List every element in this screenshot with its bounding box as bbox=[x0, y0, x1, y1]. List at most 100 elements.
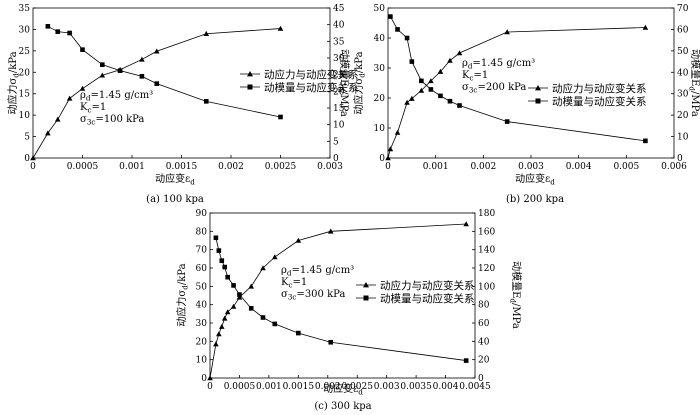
y-left-axis-label: 动应力σd/kPa bbox=[6, 51, 21, 114]
x-tick-label: 0.0005 bbox=[67, 162, 99, 172]
data-point-square bbox=[388, 14, 393, 19]
y-left-tick-label: 10 bbox=[19, 111, 31, 121]
y-left-tick-label: 90 bbox=[196, 209, 208, 219]
x-tick-label: 0.0005 bbox=[224, 382, 256, 392]
data-point-triangle bbox=[216, 331, 222, 337]
x-tick-label: 0.005 bbox=[613, 162, 639, 172]
data-point-square bbox=[404, 35, 410, 41]
data-point-square bbox=[272, 321, 278, 327]
data-point-square bbox=[457, 103, 462, 108]
legend-marker-triangle bbox=[363, 282, 369, 288]
y-left-tick-label: 70 bbox=[196, 246, 208, 256]
data-point-square bbox=[45, 24, 51, 29]
y-right-tick-label: 40 bbox=[677, 68, 689, 78]
annotation-line: Kc=1 bbox=[80, 102, 106, 115]
y-left-tick-label: 30 bbox=[196, 319, 208, 329]
y-right-tick-label: 100 bbox=[478, 282, 495, 292]
y-left-tick-label: 80 bbox=[196, 227, 208, 237]
y-right-tick-label: 15 bbox=[333, 104, 345, 114]
y-right-tick-label: 10 bbox=[333, 121, 345, 131]
y-right-tick-label: 20 bbox=[677, 111, 689, 121]
y-left-tick-label: 40 bbox=[374, 34, 386, 44]
y-left-tick-label: 30 bbox=[374, 64, 386, 74]
data-point-triangle bbox=[224, 309, 231, 315]
x-tick-label: 0.002 bbox=[218, 162, 244, 172]
y-right-tick-label: 50 bbox=[677, 47, 689, 57]
legend-label: 动模量与动应变关系 bbox=[380, 292, 475, 305]
y-left-tick-label: 0 bbox=[24, 154, 30, 164]
data-point-square bbox=[296, 330, 301, 336]
data-point-triangle bbox=[456, 50, 463, 56]
data-point-square bbox=[219, 258, 225, 263]
data-point-square bbox=[260, 315, 266, 320]
y-right-tick-label: 70 bbox=[677, 4, 689, 14]
legend-label: 动应力与动应变关系 bbox=[380, 279, 475, 292]
data-point-triangle bbox=[66, 95, 73, 101]
annotation-line: ρd=1.45 g/cm³ bbox=[80, 90, 153, 103]
y-right-tick-label: 180 bbox=[478, 209, 495, 219]
data-point-triangle bbox=[277, 25, 284, 31]
annotation-line: σ3c=100 kPa bbox=[80, 114, 144, 127]
data-point-triangle bbox=[385, 155, 391, 161]
data-point-square bbox=[222, 264, 228, 270]
y-right-tick-label: 120 bbox=[478, 264, 495, 274]
y-right-tick-label: 0 bbox=[333, 154, 339, 164]
legend-label: 动模量与动应变关系 bbox=[264, 81, 359, 94]
x-tick-label: 0 bbox=[385, 162, 391, 172]
data-point-triangle bbox=[79, 85, 86, 91]
data-point-square bbox=[248, 306, 254, 311]
data-point-triangle bbox=[404, 99, 410, 105]
chart-1: 0 0.0005 0.001 0.0015 0.002 0.0025 0.003051015… bbox=[6, 4, 359, 205]
legend-marker-square bbox=[535, 98, 541, 104]
legend-label: 动模量与动应变关系 bbox=[552, 95, 647, 108]
chart-3: 0 0.0005 0.001 0.0015 0.002 0.0025 0.003 0.0035… bbox=[175, 209, 522, 412]
series-line-2 bbox=[47, 25, 281, 118]
y-left-tick-label: 20 bbox=[196, 337, 208, 347]
data-point-triangle bbox=[295, 237, 302, 243]
y-right-axis-label: 动模量Ed/MPa bbox=[337, 49, 351, 117]
data-point-triangle bbox=[30, 155, 36, 161]
y-left-tick-label: 5 bbox=[24, 133, 30, 143]
y-left-axis-label: 动应力σd/kPa bbox=[175, 263, 190, 326]
data-point-triangle bbox=[221, 315, 228, 321]
data-point-square bbox=[328, 339, 334, 345]
x-tick-label: 0.006 bbox=[661, 162, 687, 172]
y-right-tick-label: 40 bbox=[478, 337, 490, 347]
data-point-triangle bbox=[409, 95, 415, 101]
y-left-tick-label: 30 bbox=[19, 25, 31, 35]
data-point-triangle bbox=[327, 228, 334, 234]
x-tick-label: 0.001 bbox=[119, 162, 145, 172]
y-right-tick-label: 30 bbox=[333, 54, 345, 64]
data-point-square bbox=[139, 74, 145, 79]
y-right-tick-label: 20 bbox=[478, 356, 490, 366]
y-right-tick-label: 30 bbox=[677, 90, 689, 100]
y-right-axis-label: 动模量Ed/MPa bbox=[509, 261, 523, 329]
y-left-tick-label: 10 bbox=[374, 124, 386, 134]
chart-2: 0 0.001 0.002 0.003 0.004 0.005 0.006010203040… bbox=[352, 4, 700, 205]
data-point-triangle bbox=[271, 254, 278, 260]
x-tick-label: 0.001 bbox=[423, 162, 449, 172]
data-point-triangle bbox=[447, 57, 453, 63]
y-right-tick-label: 10 bbox=[677, 133, 689, 143]
annotation-line: ρd=1.45 g/cm³ bbox=[462, 58, 535, 71]
y-left-tick-label: 60 bbox=[196, 264, 208, 274]
y-left-tick-label: 10 bbox=[196, 356, 208, 366]
data-point-square bbox=[419, 78, 424, 84]
x-axis-label: 动应变εd bbox=[155, 172, 195, 187]
x-axis-label: 动应变εd bbox=[323, 382, 363, 397]
chart-caption: (a) 100 kpa bbox=[146, 194, 204, 205]
data-point-square bbox=[55, 29, 61, 34]
y-right-tick-label: 80 bbox=[478, 301, 490, 311]
data-point-square bbox=[643, 138, 648, 144]
data-point-triangle bbox=[99, 72, 106, 78]
y-right-tick-label: 35 bbox=[333, 37, 345, 47]
data-point-square bbox=[67, 30, 72, 36]
y-left-tick-label: 15 bbox=[19, 90, 31, 100]
data-point-square bbox=[447, 98, 453, 104]
data-point-triangle bbox=[387, 146, 394, 152]
series-line-1 bbox=[387, 27, 646, 159]
legend-label: 动应力与动应变关系 bbox=[264, 68, 359, 81]
y-left-tick-label: 50 bbox=[374, 4, 386, 14]
y-left-tick-label: 35 bbox=[19, 4, 31, 14]
data-point-triangle bbox=[236, 294, 243, 300]
